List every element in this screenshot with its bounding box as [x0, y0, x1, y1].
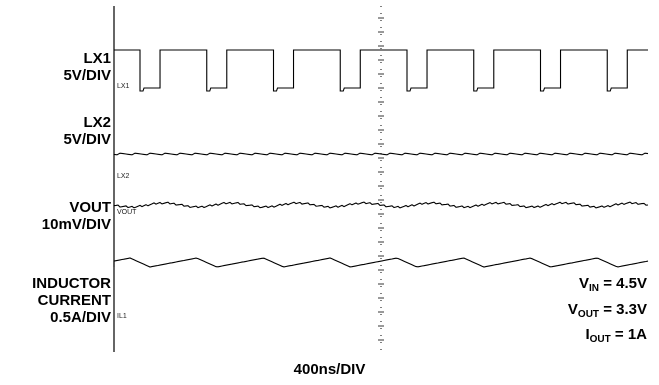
lx2-marker: LX2	[117, 173, 130, 180]
center-graticule-ticks	[378, 17, 384, 341]
inductor-current-label: INDUCTOR CURRENT 0.5A/DIV	[32, 275, 111, 326]
lx1-marker: LX1	[117, 83, 130, 90]
iout-sub: OUT	[589, 334, 611, 345]
lx2-label: LX2 5V/DIV	[63, 114, 111, 148]
vout-symbol: V	[567, 301, 578, 318]
lx1-label: LX1 5V/DIV	[63, 50, 111, 84]
vin-value: = 4.5V	[603, 275, 647, 292]
vout-name: VOUT	[69, 199, 111, 216]
inductor-name-line2: CURRENT	[37, 292, 111, 309]
iout-symbol: I	[585, 326, 590, 343]
inductor-scale: 0.5A/DIV	[50, 309, 111, 326]
iout-value: = 1A	[614, 326, 647, 343]
lx1-scale: 5V/DIV	[63, 67, 111, 84]
trace-lx2	[113, 152, 649, 156]
vin-symbol: V	[579, 275, 590, 292]
timebase-label: 400ns/DIV	[293, 361, 366, 378]
lx2-name: LX2	[83, 114, 111, 131]
iout-condition: IOUT = 1A	[585, 326, 647, 348]
vout-label: VOUT 10mV/DIV	[42, 199, 111, 233]
vout-marker: VOUT	[117, 209, 137, 216]
trace-lx1	[114, 49, 648, 92]
inductor-marker: IL1	[117, 313, 127, 320]
inductor-name-line1: INDUCTOR	[32, 275, 111, 292]
vout-scale: 10mV/DIV	[41, 216, 111, 233]
vout-condition: VOUT = 3.3V	[568, 301, 647, 323]
vout-value: = 3.3V	[603, 301, 647, 318]
vin-condition: VIN = 4.5V	[579, 275, 647, 297]
lx1-name: LX1	[83, 50, 111, 67]
trace-vout	[113, 201, 649, 209]
traces	[113, 49, 649, 268]
lx2-scale: 5V/DIV	[63, 131, 111, 148]
trace-inductor-current	[113, 257, 649, 268]
vin-sub: IN	[589, 283, 600, 294]
vout-sub: OUT	[577, 309, 600, 320]
